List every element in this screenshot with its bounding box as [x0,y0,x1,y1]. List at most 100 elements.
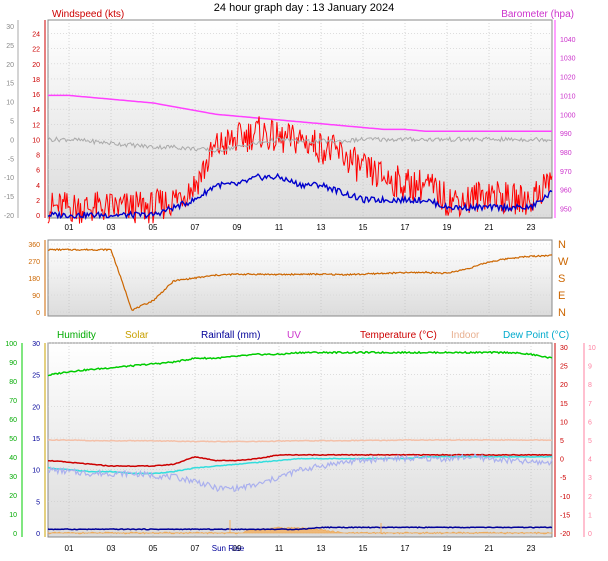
far-left-tick-label: -20 [4,213,14,220]
x-tick-label: 01 [65,223,74,232]
far-left-tick-label: 20 [6,62,14,69]
rain-tick-label: 0 [36,531,40,538]
legend-entry: Dew Point (°C) [503,330,569,341]
x-tick-label: 19 [443,544,452,553]
x-tick-label: 23 [527,223,536,232]
left-tick-label: 8 [36,153,40,160]
temp-tick-label: 15 [560,401,568,408]
direction-line [47,248,553,311]
humidity-tick-label: 50 [9,436,17,443]
temp-tick-label: -5 [560,475,566,482]
legend-entry: Temperature (°C) [360,330,437,341]
left-axis-label: Windspeed (kts) [52,9,124,20]
temp-tick-label: 20 [560,382,568,389]
far-left-tick-label: -15 [4,194,14,201]
x-tick-label: 11 [275,544,284,553]
right-tick-label: 1010 [560,93,576,100]
x-tick-label: 09 [233,223,242,232]
humidity-tick-label: 10 [9,512,17,519]
series-line-3 [47,135,553,153]
x-tick-label: 11 [275,223,284,232]
left-tick-label: 270 [28,259,40,266]
right-tick-label: 970 [560,169,572,176]
weather-series-line-4 [47,453,553,493]
right-tick-label: 960 [560,188,572,195]
x-tick-label: 05 [149,223,158,232]
legend-entry: Indoor [451,330,480,341]
compass-tick-label: N [558,239,566,251]
left-tick-label: 360 [28,242,40,249]
legend-entry: Rainfall (mm) [201,330,260,341]
humidity-tick-label: 40 [9,455,17,462]
rain-tick-label: 25 [32,373,40,380]
legend-entry: Solar [125,330,149,341]
x-tick-label: 03 [107,223,116,232]
humidity-tick-label: 20 [9,493,17,500]
humidity-tick-label: 100 [5,341,17,348]
right-tick-label: 1030 [560,56,576,63]
x-tick-label: 17 [401,223,410,232]
uv-tick-label: 6 [588,419,592,426]
rain-tick-label: 15 [32,436,40,443]
rain-tick-label: 10 [32,468,40,475]
x-tick-label: 05 [149,544,158,553]
x-tick-label: 01 [65,544,74,553]
right-tick-label: 1000 [560,112,576,119]
far-left-tick-label: 5 [10,119,14,126]
far-left-tick-label: 0 [10,137,14,144]
uv-tick-label: 8 [588,382,592,389]
left-tick-label: 6 [36,168,40,175]
humidity-tick-label: 0 [13,531,17,538]
x-tick-label: 03 [107,544,116,553]
chart-title: 24 hour graph day : 13 January 2024 [214,2,394,14]
left-tick-label: 22 [32,47,40,54]
uv-tick-label: 7 [588,401,592,408]
uv-tick-label: 3 [588,475,592,482]
weather-series-line-6 [47,526,553,531]
right-tick-label: 950 [560,207,572,214]
x-tick-label: 13 [317,223,326,232]
right-tick-label: 1040 [560,37,576,44]
weather-series-line-1 [47,438,553,443]
far-left-tick-label: -10 [4,175,14,182]
series-line-2 [47,172,553,221]
left-tick-label: 18 [32,77,40,84]
humidity-tick-label: 90 [9,360,17,367]
x-tick-label: 09 [233,544,242,553]
left-tick-label: 12 [32,122,40,129]
compass-tick-label: E [558,290,565,302]
x-tick-label: 15 [359,544,368,553]
humidity-tick-label: 80 [9,379,17,386]
left-tick-label: 20 [32,62,40,69]
temp-tick-label: -15 [560,512,570,519]
far-left-tick-label: 15 [6,81,14,88]
uv-tick-label: 1 [588,512,592,519]
uv-tick-label: 0 [588,531,592,538]
left-tick-label: 2 [36,198,40,205]
rain-tick-label: 20 [32,404,40,411]
x-tick-label: 15 [359,223,368,232]
right-tick-label: 990 [560,131,572,138]
left-tick-label: 4 [36,183,40,190]
weather-series-line-2 [48,453,552,468]
uv-tick-label: 9 [588,364,592,371]
weather-panel: 01 03 05 07 09 11 13 15 17 19 21 230102030405060708… [5,330,596,553]
temp-tick-label: -20 [560,531,570,538]
temp-tick-label: -10 [560,494,570,501]
left-tick-label: 180 [28,276,40,283]
sunrise-annotation: Sun Rise [212,544,245,553]
uv-tick-label: 4 [588,457,592,464]
right-axis-label: Barometer (hpa) [501,9,574,20]
far-left-tick-label: 30 [6,24,14,31]
humidity-tick-label: 70 [9,398,17,405]
rain-tick-label: 5 [36,499,40,506]
far-left-tick-label: 25 [6,43,14,50]
temp-tick-label: 30 [560,345,568,352]
far-left-tick-label: -5 [8,156,14,163]
x-tick-label: 07 [191,223,200,232]
right-tick-label: 980 [560,150,572,157]
x-tick-label: 17 [401,544,410,553]
uv-tick-label: 10 [588,345,596,352]
x-tick-label: 21 [485,544,494,553]
